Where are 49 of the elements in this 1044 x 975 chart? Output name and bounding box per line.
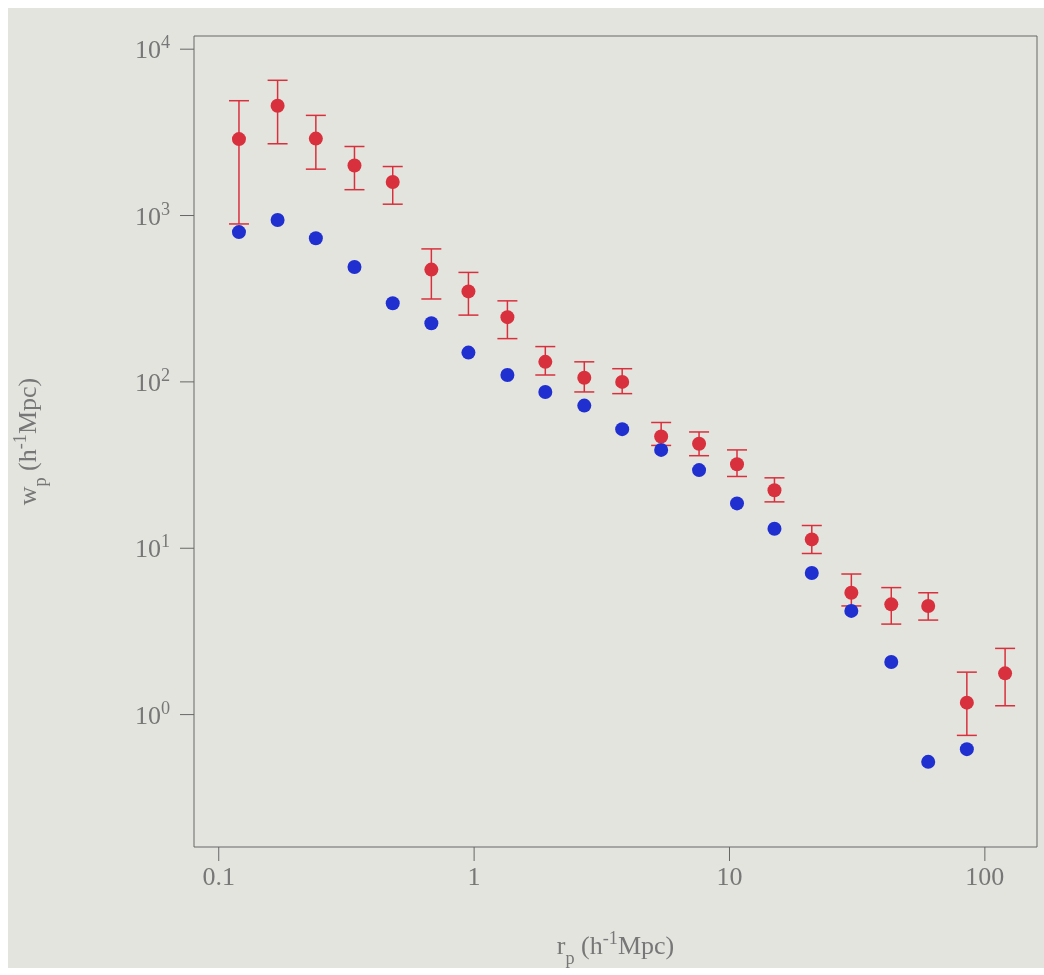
x-tick-label: 10 <box>716 862 743 891</box>
point <box>921 598 936 613</box>
point <box>385 175 400 190</box>
point <box>347 260 362 275</box>
x-tick-label: 1 <box>467 862 481 891</box>
point <box>424 262 439 277</box>
point <box>767 483 782 498</box>
point <box>231 225 246 240</box>
x-axis-title: r$_{p}$ (h$^{-1}$Mpc) <box>556 928 675 968</box>
point <box>500 368 515 382</box>
point <box>959 742 974 757</box>
point <box>538 354 553 369</box>
point <box>385 296 400 311</box>
point <box>500 310 515 325</box>
point <box>654 429 669 444</box>
y-tick-label: 10$^{4}$ <box>134 32 170 65</box>
point <box>308 231 323 246</box>
point <box>844 603 859 618</box>
point <box>424 316 439 331</box>
point <box>921 754 936 769</box>
y-tick-label: 10$^{2}$ <box>134 364 170 397</box>
x-tick-label: 0.1 <box>202 862 235 891</box>
y-tick-label: 10$^{0}$ <box>134 697 170 730</box>
point <box>730 457 744 472</box>
y-tick-label: 10$^{3}$ <box>134 198 170 231</box>
point <box>461 345 476 360</box>
point <box>767 521 782 536</box>
point <box>884 655 899 670</box>
point <box>538 384 553 399</box>
point <box>461 284 476 299</box>
x-tick-label: 100 <box>965 862 1005 891</box>
point <box>308 131 323 146</box>
point <box>730 496 744 511</box>
point <box>692 436 707 451</box>
point <box>577 398 592 413</box>
point <box>654 442 669 457</box>
y-tick-label: 10$^{1}$ <box>134 531 170 564</box>
point <box>270 213 285 227</box>
point <box>998 666 1013 681</box>
point <box>347 158 362 173</box>
point <box>270 98 285 113</box>
point <box>844 585 859 600</box>
point <box>959 695 974 710</box>
point <box>231 132 246 147</box>
point <box>692 463 707 478</box>
point <box>615 374 630 389</box>
point <box>577 370 592 385</box>
point <box>615 422 630 437</box>
point <box>884 597 899 612</box>
